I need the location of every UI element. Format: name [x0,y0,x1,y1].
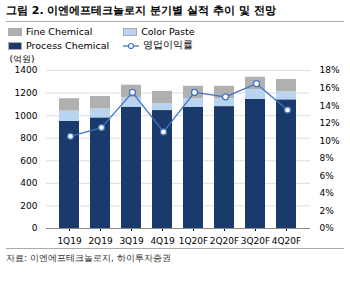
svg-text:200: 200 [20,201,37,211]
svg-text:400: 400 [20,178,37,188]
html-text:그림 2. 이엔에프테크놀로지 분기별 실적 추이 및 전망: 그림 2. 이엔에프테크놀로지 분기별 실적 추이 및 전망 [6,4,276,17]
svg-text:16%: 16% [320,83,340,93]
html-text:Color Paste: Color Paste [141,26,195,37]
svg-text:0: 0 [32,223,38,233]
svg-text:1200: 1200 [15,88,38,98]
svg-text:2%: 2% [320,206,335,216]
svg-text:3Q20F: 3Q20F [241,236,270,246]
svg-text:0%: 0% [320,223,335,233]
svg-text:(억원): (억원) [10,54,35,64]
svg-text:4%: 4% [320,188,335,198]
svg-text:4Q20F: 4Q20F [272,236,301,246]
html-text:자료: 이엔에프테크놀로지, 하이투자증권: 자료: 이엔에프테크놀로지, 하이투자증권 [6,253,171,263]
svg-text:800: 800 [20,133,37,143]
svg-text:1Q20F: 1Q20F [179,236,208,246]
html-text:Process Chemical: Process Chemical [26,40,110,51]
svg-text:1Q19: 1Q19 [57,236,82,246]
svg-text:14%: 14% [320,100,340,110]
svg-text:2Q20F: 2Q20F [210,236,239,246]
svg-text:1000: 1000 [15,111,38,121]
svg-text:4Q19: 4Q19 [150,236,175,246]
svg-text:8%: 8% [320,153,335,163]
svg-text:12%: 12% [320,118,340,128]
svg-text:6%: 6% [320,171,335,181]
svg-text:18%: 18% [320,65,340,75]
svg-text:3Q19: 3Q19 [119,236,144,246]
svg-text:10%: 10% [320,136,340,146]
html-text:영업이익률: 영업이익률 [143,39,194,50]
svg-text:2Q19: 2Q19 [88,236,113,246]
svg-text:600: 600 [20,156,37,166]
svg-text:1400: 1400 [15,65,38,75]
html-text:Fine Chemical: Fine Chemical [26,26,93,37]
